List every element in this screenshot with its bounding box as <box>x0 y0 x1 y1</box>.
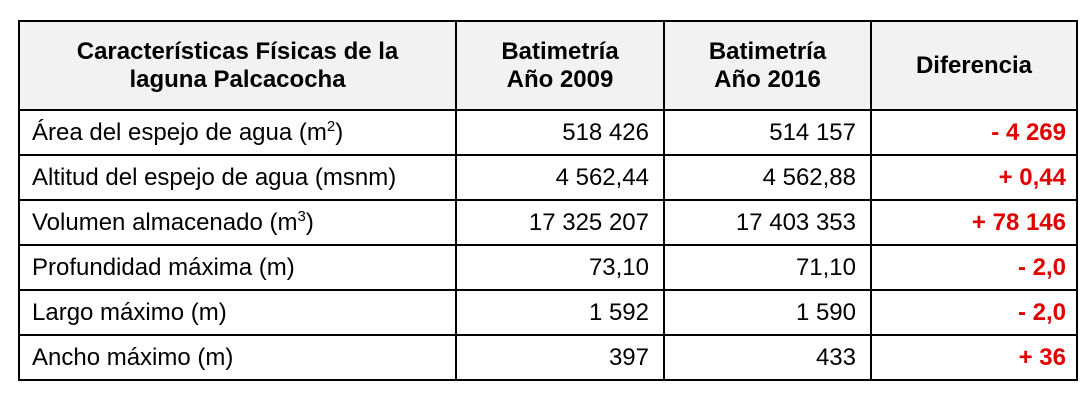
header-characteristics-line-2: laguna Palcacocha <box>129 65 346 93</box>
header-difference-label: Diferencia <box>915 51 1033 79</box>
header-row: Características Físicas de la laguna Pal… <box>18 20 1078 111</box>
header-characteristics-line-1: Características Físicas de la <box>76 37 399 65</box>
row-label: Volumen almacenado (m3) <box>18 199 457 246</box>
header-bathymetry-2009: Batimetría Año 2009 <box>455 20 665 111</box>
value-2016: 4 562,88 <box>663 154 872 201</box>
value-2009: 518 426 <box>455 109 665 156</box>
bathymetry-comparison-table: Características Físicas de la laguna Pal… <box>18 20 1078 381</box>
row-label-text: Largo máximo (m) <box>32 298 227 326</box>
row-label-text: Profundidad máxima (m) <box>32 253 295 281</box>
header-2009-line-2: Año 2009 <box>506 65 614 93</box>
header-2009-line-1: Batimetría <box>501 37 619 65</box>
table-row: Ancho máximo (m) 397 433 + 36 <box>18 334 1078 381</box>
table-body: Área del espejo de agua (m2) 518 426 514… <box>18 109 1078 381</box>
table-row: Largo máximo (m) 1 592 1 590 - 2,0 <box>18 289 1078 336</box>
difference-value: - 2,0 <box>870 289 1078 336</box>
row-label-suffix: ) <box>335 118 344 146</box>
value-2016: 71,10 <box>663 244 872 291</box>
value-2009: 4 562,44 <box>455 154 665 201</box>
difference-value: - 4 269 <box>870 109 1078 156</box>
value-2016: 514 157 <box>663 109 872 156</box>
difference-value: - 2,0 <box>870 244 1078 291</box>
row-label-text: Volumen almacenado (m <box>32 208 298 236</box>
header-2016-line-2: Año 2016 <box>714 65 821 93</box>
header-difference: Diferencia <box>870 20 1078 111</box>
value-2016: 1 590 <box>663 289 872 336</box>
value-2009: 397 <box>455 334 665 381</box>
value-2016: 433 <box>663 334 872 381</box>
row-label-text: Ancho máximo (m) <box>32 343 234 371</box>
row-label: Altitud del espejo de agua (msnm) <box>18 154 457 201</box>
table-row: Profundidad máxima (m) 73,10 71,10 - 2,0 <box>18 244 1078 291</box>
header-bathymetry-2016: Batimetría Año 2016 <box>663 20 872 111</box>
table-row: Volumen almacenado (m3) 17 325 207 17 40… <box>18 199 1078 246</box>
row-label: Largo máximo (m) <box>18 289 457 336</box>
header-2016-line-1: Batimetría <box>708 37 827 65</box>
row-label: Profundidad máxima (m) <box>18 244 457 291</box>
value-2009: 17 325 207 <box>455 199 665 246</box>
row-label-suffix: ) <box>305 208 314 236</box>
value-2016: 17 403 353 <box>663 199 872 246</box>
row-label-superscript: 2 <box>326 117 336 135</box>
row-label-text: Área del espejo de agua (m <box>32 118 327 146</box>
row-label-superscript: 3 <box>297 207 306 225</box>
row-label-text: Altitud del espejo de agua (msnm) <box>32 163 397 191</box>
difference-value: + 36 <box>870 334 1078 381</box>
header-characteristics: Características Físicas de la laguna Pal… <box>18 20 457 111</box>
difference-value: + 0,44 <box>870 154 1078 201</box>
row-label: Área del espejo de agua (m2) <box>18 109 457 156</box>
value-2009: 73,10 <box>455 244 665 291</box>
row-label: Ancho máximo (m) <box>18 334 457 381</box>
table-row: Área del espejo de agua (m2) 518 426 514… <box>18 109 1078 156</box>
table-row: Altitud del espejo de agua (msnm) 4 562,… <box>18 154 1078 201</box>
difference-value: + 78 146 <box>870 199 1078 246</box>
value-2009: 1 592 <box>455 289 665 336</box>
